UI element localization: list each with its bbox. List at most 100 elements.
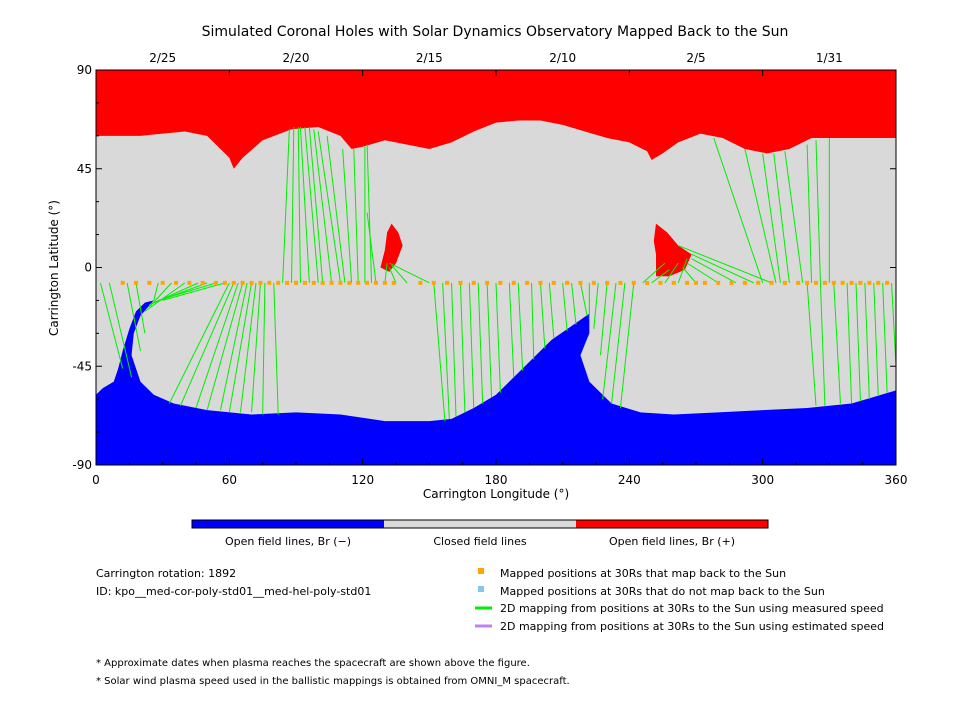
mapping-line-61 (619, 282, 635, 408)
date-tick-2-25: 2/25 (149, 51, 176, 65)
mapped-position-53 (729, 280, 734, 285)
mapping-line-82 (846, 282, 853, 404)
mapped-position-8 (214, 280, 218, 285)
mapped-position-37 (525, 280, 530, 285)
mapping-line-63 (651, 269, 670, 284)
colorbar-positive (576, 520, 768, 528)
mapped-position-56 (769, 280, 774, 285)
mapped-position-13 (258, 280, 263, 285)
mapped-position-63 (840, 280, 845, 285)
colorbar-label-closed: Closed field lines (433, 535, 527, 548)
positive-lobe-1 (380, 223, 403, 272)
mapped-position-42 (591, 280, 596, 285)
mapping-line-86 (882, 282, 888, 393)
mapped-position-9 (222, 280, 227, 285)
x-tick-label-240: 240 (618, 473, 641, 487)
note-speed: * Solar wind plasma speed used in the ba… (96, 676, 570, 687)
legend-label-estimated-speed: 2D mapping from positions at 30Rs to the… (500, 620, 884, 633)
mapped-position-45 (631, 280, 636, 285)
plot-area (95, 69, 897, 466)
mapping-line-14 (195, 282, 239, 409)
mapping-line-23 (291, 127, 295, 283)
mapped-position-32 (458, 280, 463, 285)
mapped-position-14 (267, 280, 272, 285)
mapped-position-18 (302, 280, 307, 285)
colorbar-label-positive: Open field lines, Br (+) (609, 535, 735, 548)
mapping-line-13 (179, 282, 235, 406)
date-tick-2-10: 2/10 (549, 51, 576, 65)
mapping-line-52 (548, 282, 555, 338)
mapped-position-57 (782, 280, 787, 285)
mapping-line-64 (664, 262, 679, 284)
mapped-position-1 (120, 280, 125, 285)
colorbar: Open field lines, Br (−) Closed field li… (191, 519, 769, 548)
mapping-line-1 (99, 282, 124, 369)
mapping-line-11 (162, 282, 226, 301)
mapping-line-30 (326, 135, 346, 283)
mapped-position-64 (849, 280, 854, 285)
mapped-position-19 (311, 280, 316, 285)
legend: Mapped positions at 30Rs that map back t… (475, 567, 884, 633)
mapped-position-24 (356, 280, 361, 285)
mapping-line-24 (297, 127, 301, 283)
mapped-position-51 (702, 280, 707, 285)
mapping-line-17 (228, 282, 253, 413)
mapped-position-21 (329, 280, 334, 285)
carrington-rotation: Carrington rotation: 1892 (96, 567, 236, 580)
mapping-line-40 (433, 282, 446, 422)
mapping-line-7 (144, 282, 186, 312)
mapping-line-62 (642, 262, 666, 284)
mapping-line-34 (366, 144, 373, 283)
mapping-line-12 (168, 282, 230, 404)
mapped-position-33 (471, 280, 476, 285)
mapped-position-6 (187, 280, 192, 285)
mapping-line-28 (313, 129, 333, 283)
mapping-line-42 (451, 282, 457, 417)
mapped-position-41 (578, 280, 583, 285)
y-tick-label-45: 45 (77, 162, 92, 176)
mapped-position-46 (645, 280, 650, 285)
mapping-line-66 (682, 267, 697, 284)
mapping-line-51 (539, 282, 546, 349)
mapped-position-55 (756, 280, 761, 285)
mapping-line-47 (495, 282, 501, 393)
mapping-line-22 (282, 129, 290, 283)
mapping-line-4 (135, 282, 146, 334)
mapping-line-48 (508, 282, 515, 378)
mapping-line-25 (299, 127, 310, 283)
mapped-position-54 (742, 280, 747, 285)
x-tick-label-300: 300 (751, 473, 774, 487)
mapped-position-67 (876, 280, 881, 285)
mapped-position-62 (831, 280, 836, 285)
mapping-line-32 (353, 148, 359, 283)
x-tick-label-60: 60 (222, 473, 237, 487)
mapping-line-87 (891, 282, 897, 367)
mapped-position-11 (240, 280, 245, 285)
mapped-position-65 (858, 280, 863, 285)
mapped-position-3 (147, 280, 152, 285)
mapping-line-31 (342, 148, 353, 283)
mapped-position-58 (796, 280, 801, 285)
date-tick-2-15: 2/15 (416, 51, 443, 65)
mapping-line-84 (864, 282, 870, 400)
x-tick-label-180: 180 (485, 473, 508, 487)
legend-label-mapped-back: Mapped positions at 30Rs that map back t… (500, 567, 786, 580)
mapping-line-59 (602, 282, 617, 400)
mapping-line-83 (855, 282, 861, 402)
mapping-line-72 (744, 148, 777, 283)
mapped-position-17 (294, 280, 298, 285)
mapping-line-5 (153, 282, 159, 301)
y-axis-ticks: 90 45 0 -45 -90 (72, 63, 896, 472)
mapping-line-20 (262, 282, 266, 415)
mapped-position-23 (347, 280, 352, 285)
mapped-position-39 (551, 280, 556, 285)
note-dates: * Approximate dates when plasma reaches … (96, 658, 530, 669)
mapped-position-68 (885, 280, 890, 285)
mapping-line-26 (304, 127, 319, 283)
mapped-position-48 (671, 280, 676, 285)
mapping-line-18 (239, 282, 257, 413)
mapping-line-19 (251, 282, 261, 413)
mapped-position-25 (365, 280, 370, 285)
mapped-position-50 (694, 280, 698, 285)
mapped-position-66 (867, 280, 872, 285)
